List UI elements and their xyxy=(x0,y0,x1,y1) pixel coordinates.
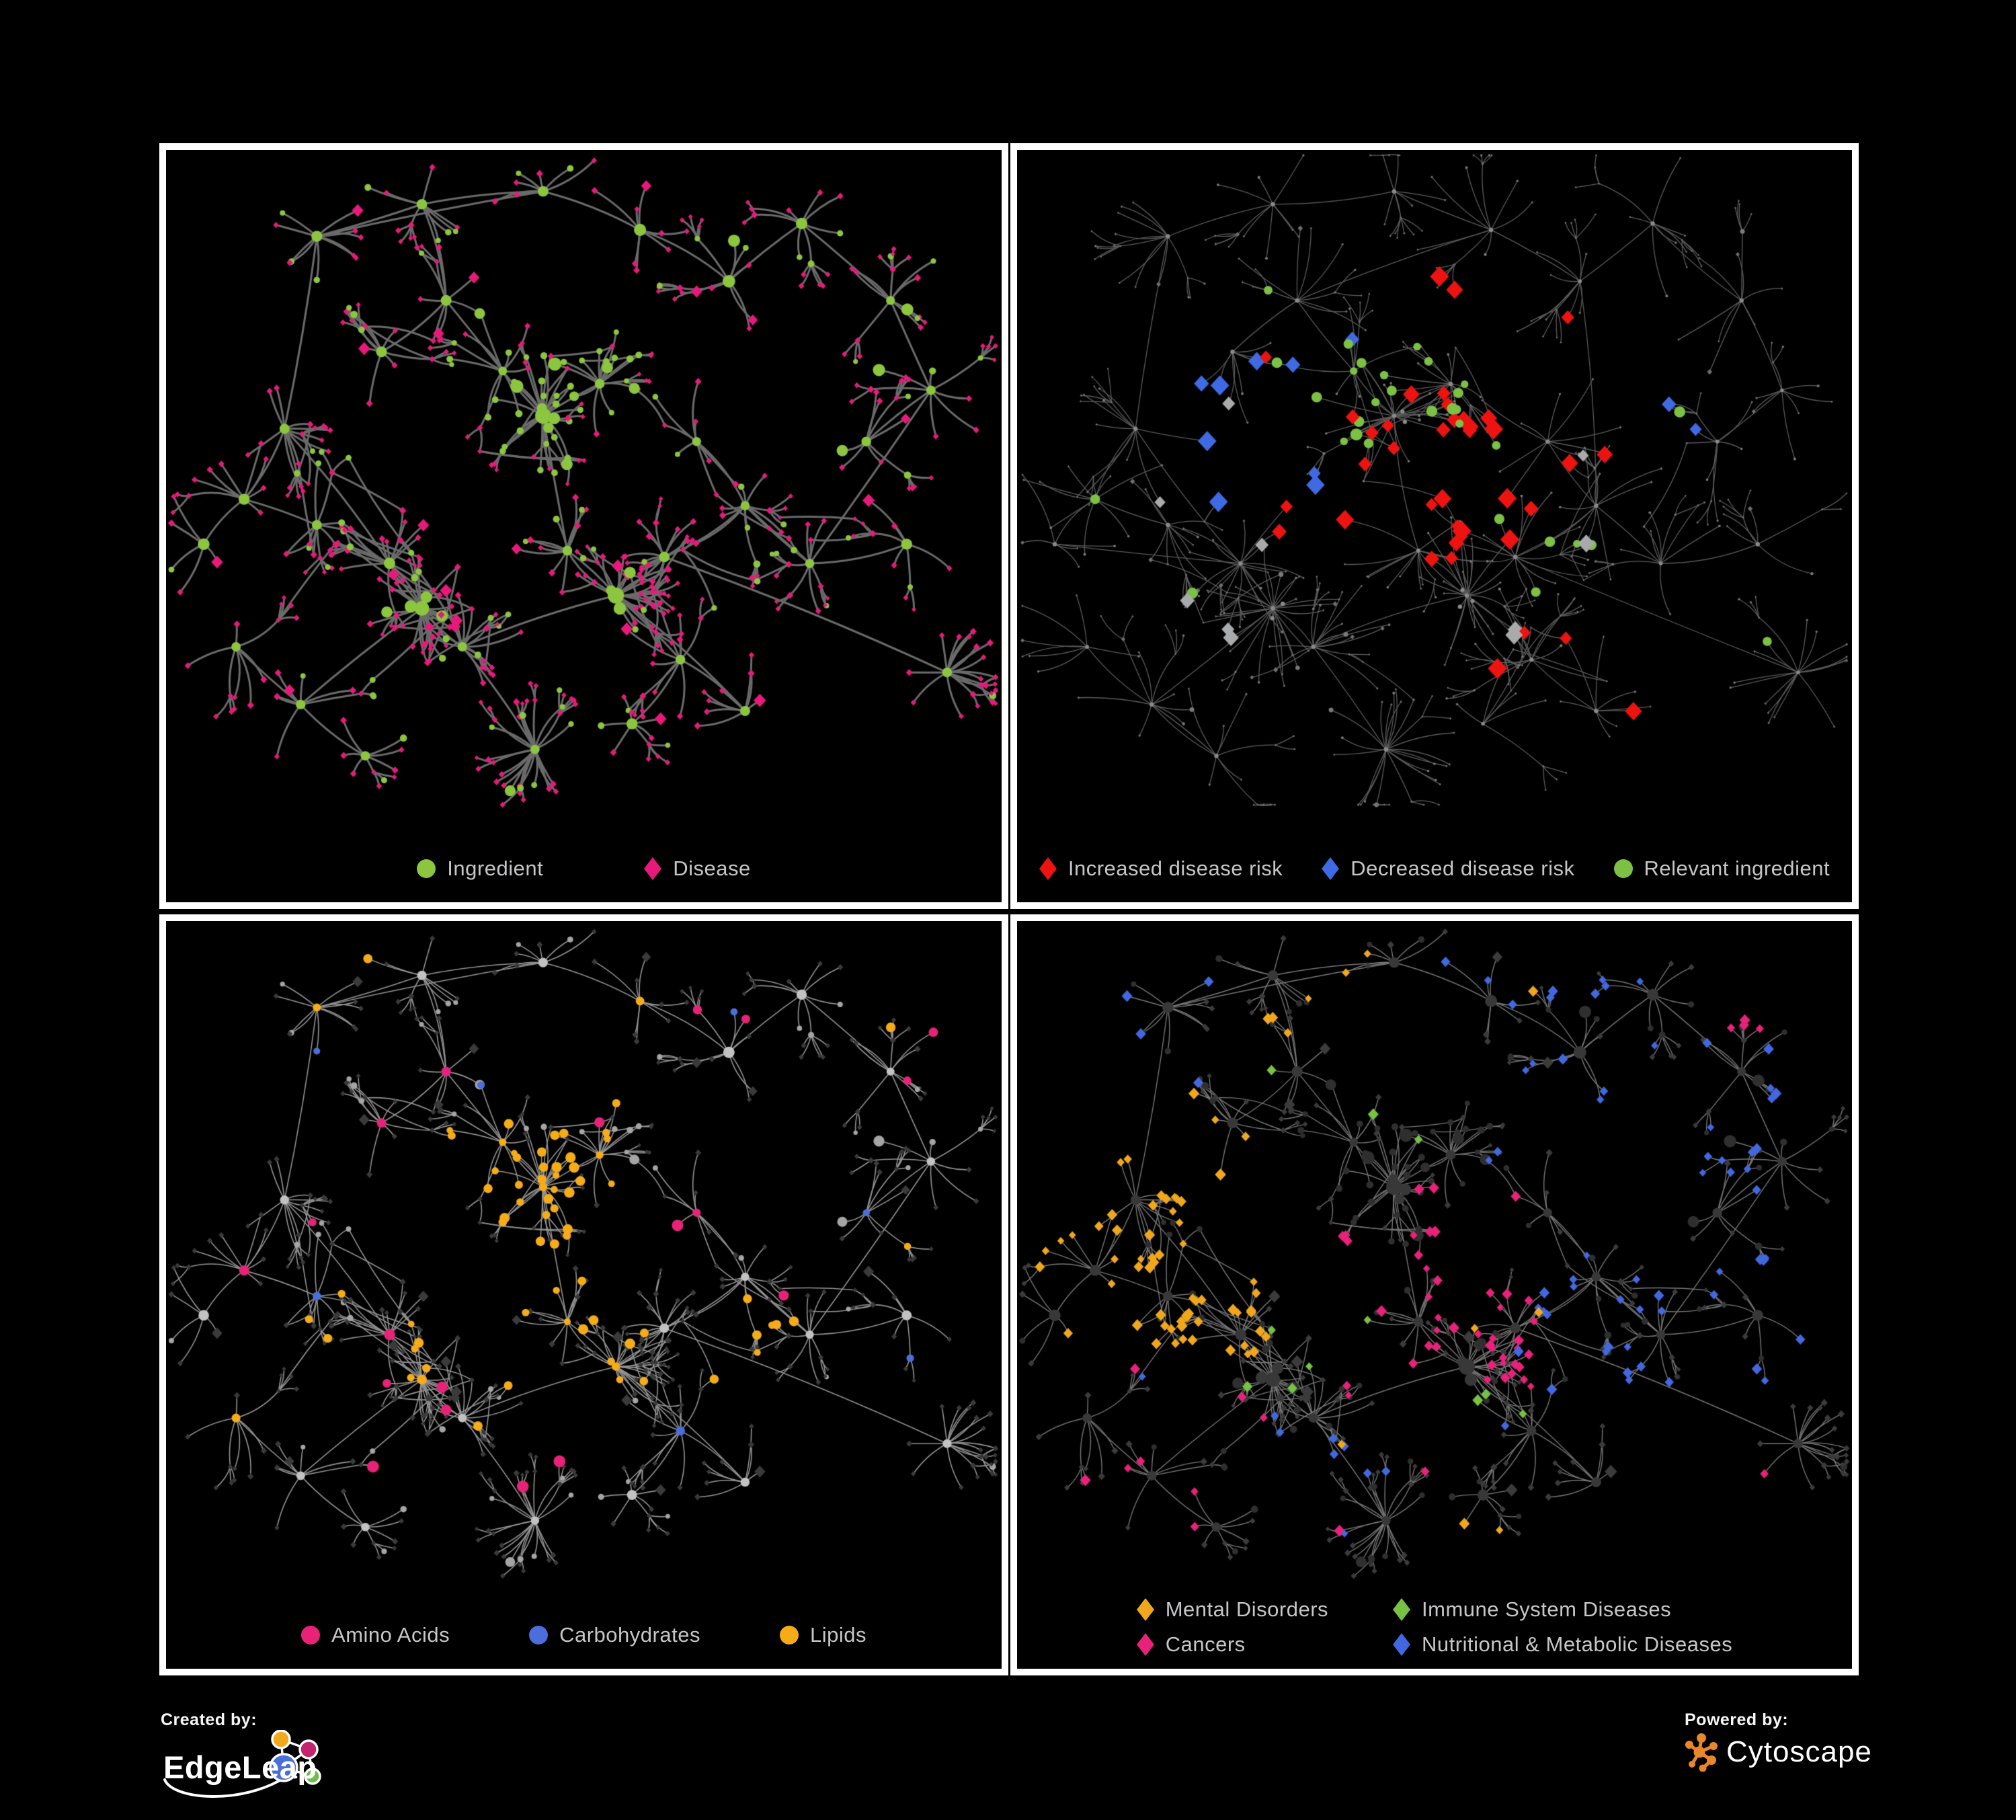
legend-item-immune-system-diseases: Immune System Diseases xyxy=(1393,1597,1732,1622)
edgeleap-node-green xyxy=(304,1768,321,1785)
legend-label: Disease xyxy=(673,857,751,880)
mental-disorders-diamond-swatch-icon xyxy=(1136,1598,1154,1621)
legend-item-amino-acids: Amino Acids xyxy=(301,1623,450,1647)
panel-disease-risk: Increased disease risk Decreased disease … xyxy=(1010,143,1859,909)
powered-by-label: Powered by: xyxy=(1685,1710,1789,1729)
legend-label: Relevant ingredient xyxy=(1644,857,1830,880)
disease-diamond-swatch-icon xyxy=(644,857,662,880)
legend-item-increased-disease-risk: Increased disease risk xyxy=(1039,857,1283,881)
legend-item-disease: Disease xyxy=(644,857,751,881)
cytoscape-wordmark: Cytoscape xyxy=(1726,1735,1872,1768)
carbohydrates-circle-swatch-icon xyxy=(529,1626,549,1645)
legend-label: Cancers xyxy=(1165,1632,1246,1656)
edgeleap-logo: EdgeLeap xyxy=(163,1729,321,1798)
legend-item-decreased-disease-risk: Decreased disease risk xyxy=(1322,857,1574,881)
legend-label: Lipids xyxy=(809,1623,866,1647)
legend-label: Carbohydrates xyxy=(559,1623,700,1647)
edgeleap-wordmark: EdgeLeap xyxy=(163,1749,317,1785)
edgeleap-node-magenta xyxy=(298,1739,319,1759)
legend-item-mental-disorders: Mental Disorders xyxy=(1136,1597,1329,1622)
network-graph-ingredient-classes xyxy=(166,921,1001,1581)
legend-item-cancers: Cancers xyxy=(1136,1632,1328,1657)
legend-label: Decreased disease risk xyxy=(1350,857,1575,880)
legend-ingredient-disease: Ingredient Disease xyxy=(166,857,1002,881)
network-graph-disease-classes xyxy=(1017,921,1852,1581)
legend-item-relevant-ingredient: Relevant ingredient xyxy=(1613,857,1830,881)
immune-system-diseases-diamond-swatch-icon xyxy=(1393,1598,1411,1621)
lipids-circle-swatch-icon xyxy=(779,1626,799,1645)
relevant-ingredient-circle-swatch-icon xyxy=(1613,859,1633,878)
legend-item-ingredient: Ingredient xyxy=(417,857,543,881)
decreased-disease-risk-diamond-swatch-icon xyxy=(1322,857,1340,880)
created-by-credit: Created by: EdgeLeap xyxy=(161,1710,369,1813)
edgeleap-glyph xyxy=(269,1729,321,1785)
legend-label: Amino Acids xyxy=(331,1623,450,1647)
ingredient-circle-swatch-icon xyxy=(417,859,436,878)
legend-label: Mental Disorders xyxy=(1165,1597,1329,1621)
nutritional-metabolic-diseases-diamond-swatch-icon xyxy=(1393,1633,1411,1656)
cytoscape-logo-icon xyxy=(1685,1733,1718,1772)
legend-item-nutritional-metabolic-diseases: Nutritional & Metabolic Diseases xyxy=(1393,1632,1732,1657)
amino-acids-circle-swatch-icon xyxy=(301,1626,321,1645)
legend-disease-classes: Mental Disorders Immune System Diseases Ca… xyxy=(1017,1597,1852,1657)
legend-item-lipids: Lipids xyxy=(779,1623,866,1647)
legend-disease-risk: Increased disease risk Decreased disease … xyxy=(1017,857,1852,881)
network-graph-disease-risk xyxy=(1017,150,1852,810)
created-by-label: Created by: xyxy=(161,1710,257,1729)
legend-label: Ingredient xyxy=(447,857,544,880)
panel-disease-classes: Mental Disorders Immune System Diseases Ca… xyxy=(1010,914,1859,1675)
legend-item-carbohydrates: Carbohydrates xyxy=(529,1623,700,1647)
edgeleap-node-blue xyxy=(269,1753,298,1782)
edgeleap-node-orange xyxy=(271,1729,291,1749)
legend-ingredient-classes: Amino Acids Carbohydrates Lipids xyxy=(166,1623,1002,1647)
panel-ingredient-disease: Ingredient Disease xyxy=(159,143,1008,909)
legend-label: Immune System Diseases xyxy=(1422,1597,1672,1621)
cancers-diamond-swatch-icon xyxy=(1136,1633,1154,1656)
increased-disease-risk-diamond-swatch-icon xyxy=(1039,857,1057,880)
powered-by-credit: Powered by: xyxy=(1685,1710,1872,1772)
edgeleap-swoosh xyxy=(163,1776,287,1798)
network-graph-ingredient-disease xyxy=(166,150,1001,810)
legend-label: Increased disease risk xyxy=(1067,857,1283,880)
panel-ingredient-classes: Amino Acids Carbohydrates Lipids xyxy=(159,914,1008,1675)
legend-label: Nutritional & Metabolic Diseases xyxy=(1422,1632,1733,1656)
